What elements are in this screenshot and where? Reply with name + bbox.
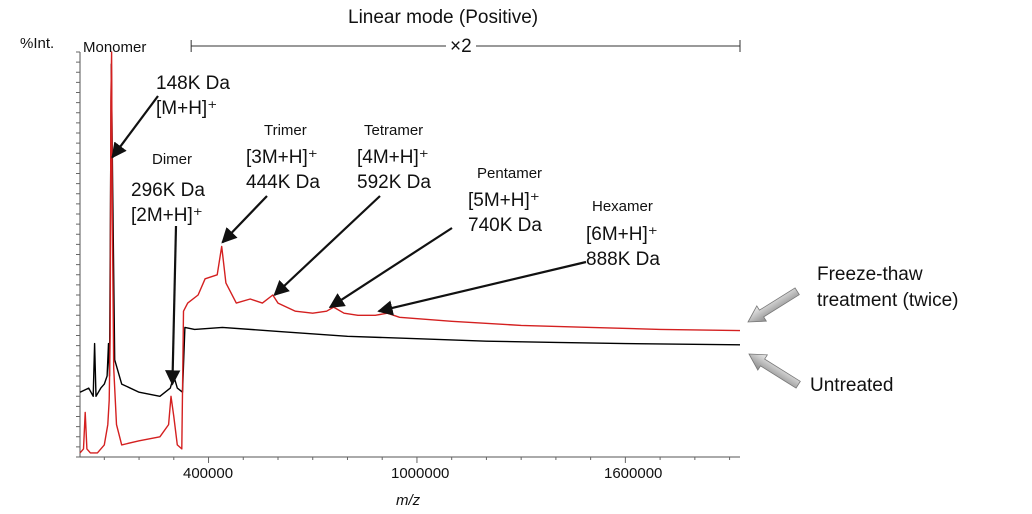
legend-freeze-thaw-line2: treatment (twice) (817, 290, 959, 311)
legend-arrows (747, 287, 801, 389)
annotation-monomer-ion: [M+H]⁺ (156, 98, 218, 119)
annotation-arrows (111, 95, 587, 386)
y-axis-label: %Int. (20, 35, 55, 52)
annotation-dimer-ion: [2M+H]⁺ (131, 205, 203, 226)
annotation-dimer-mass: 296K Da (131, 180, 205, 201)
annotation-tetramer-mass: 592K Da (357, 172, 431, 193)
annotation-trimer-mass: 444K Da (246, 172, 320, 193)
annotation-arrow (328, 227, 453, 309)
annotation-arrow (273, 195, 381, 297)
annotation-tetramer: Tetramer (364, 122, 424, 139)
zoom-factor-label: ×2 (446, 37, 476, 56)
axes (76, 40, 741, 463)
annotation-pentamer-mass: 740K Da (468, 215, 542, 236)
legend-arrow-shape (748, 353, 801, 389)
annotation-monomer-mass: 148K Da (156, 73, 230, 94)
series-line-1 (79, 51, 741, 454)
annotation-trimer-ion: [3M+H]⁺ (246, 147, 318, 168)
annotation-hexamer: Hexamer (592, 198, 653, 215)
annotation-dimer: Dimer (152, 151, 192, 168)
legend-arrow-shape (747, 287, 800, 323)
annotation-hexamer-mass: 888K Da (586, 249, 660, 270)
x-tick-label: 1600000 (604, 465, 663, 482)
x-axis-label: m/z (396, 492, 421, 509)
annotation-arrow (165, 225, 181, 386)
chart-title: Linear mode (Positive) (348, 7, 539, 28)
legend-arrow-freeze-thaw (747, 287, 800, 323)
legend-arrow-untreated (748, 353, 801, 389)
annotation-pentamer: Pentamer (477, 165, 543, 182)
annotation-arrow (111, 95, 159, 159)
annotation-tetramer-ion: [4M+H]⁺ (357, 147, 429, 168)
annotation-arrow (377, 260, 587, 316)
annotation-hexamer-ion: [6M+H]⁺ (586, 224, 658, 245)
annotation-arrow (221, 195, 268, 244)
x-tick-label: 400000 (183, 465, 234, 482)
x-tick-label: 1000000 (391, 465, 450, 482)
series-layer (79, 51, 741, 454)
legend-freeze-thaw-line1: Freeze-thaw (817, 264, 923, 285)
annotation-monomer: Monomer (83, 39, 147, 56)
legend-untreated: Untreated (810, 375, 894, 396)
series-line-0 (79, 63, 741, 397)
annotation-trimer: Trimer (264, 122, 307, 139)
annotation-pentamer-ion: [5M+H]⁺ (468, 190, 540, 211)
